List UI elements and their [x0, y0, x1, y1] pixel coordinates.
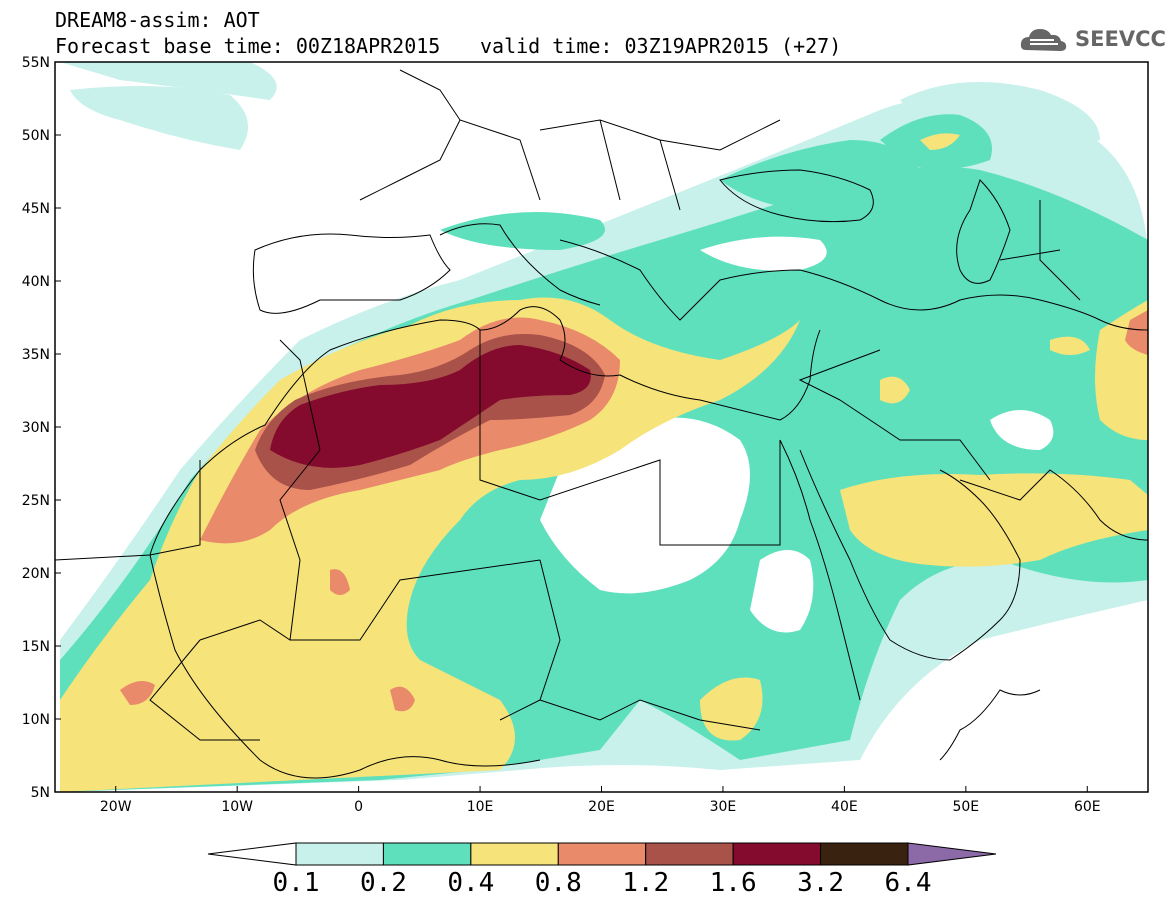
colorbar-segment: [732, 842, 822, 866]
colorbar-label: 0.8: [534, 868, 582, 898]
colorbar: [207, 842, 997, 866]
colorbar-segment: [382, 842, 472, 866]
colorbar-low-triangle: [207, 842, 297, 866]
colorbar-segment: [820, 842, 909, 866]
lon-tick-label: 10W: [221, 799, 253, 815]
colorbar-label: 0.2: [359, 868, 407, 898]
lon-tick-label: 30E: [710, 799, 737, 815]
lat-tick-label: 40N: [22, 274, 50, 290]
lat-tick-label: 35N: [22, 347, 50, 363]
lon-tick-label: 10E: [467, 799, 494, 815]
valid-time: valid time: 03Z19APR2015 (+27): [480, 34, 842, 58]
colorbar-label: 1.2: [622, 868, 670, 898]
lat-tick-label: 50N: [22, 128, 50, 144]
lon-tick-label: 50E: [952, 799, 979, 815]
aot-field: [60, 62, 1148, 792]
colorbar-high-triangle: [907, 842, 997, 866]
lon-axis: 20W 10W 0 10E 20E 30E 40E 50E 60E: [100, 786, 1101, 815]
logo-text: SEEVCCC: [1075, 27, 1165, 51]
cloud-logo-icon: [1020, 29, 1067, 51]
lon-tick-label: 20E: [588, 799, 615, 815]
lat-tick-label: 25N: [22, 493, 50, 509]
lon-tick-label: 40E: [831, 799, 858, 815]
colorbar-label: 3.2: [797, 868, 845, 898]
lon-tick-label: 0: [354, 799, 363, 815]
lon-tick-label: 20W: [100, 799, 132, 815]
lat-tick-label: 55N: [22, 55, 50, 71]
colorbar-label: 6.4: [884, 868, 932, 898]
lat-axis: 55N 50N 45N 40N 35N 30N 25N 20N 15N 10N 5N: [22, 55, 61, 801]
chart-title: DREAM8-assim: AOT: [55, 8, 260, 32]
coastlines: [55, 69, 1148, 779]
colorbar-segment: [470, 842, 559, 866]
colorbar-segment: [645, 842, 734, 866]
lat-tick-label: 30N: [22, 420, 50, 436]
lat-tick-label: 20N: [22, 566, 50, 582]
colorbar-segment: [295, 842, 384, 866]
lat-tick-label: 45N: [22, 201, 50, 217]
lat-tick-label: 15N: [22, 639, 50, 655]
colorbar-label: 0.1: [272, 868, 320, 898]
lat-tick-label: 10N: [22, 712, 50, 728]
lat-tick-label: 5N: [31, 785, 50, 801]
colorbar-segment: [557, 842, 647, 866]
base-time: Forecast base time: 00Z18APR2015: [55, 34, 441, 58]
lon-tick-label: 60E: [1074, 799, 1101, 815]
colorbar-label: 0.4: [447, 868, 495, 898]
colorbar-label: 1.6: [709, 868, 757, 898]
